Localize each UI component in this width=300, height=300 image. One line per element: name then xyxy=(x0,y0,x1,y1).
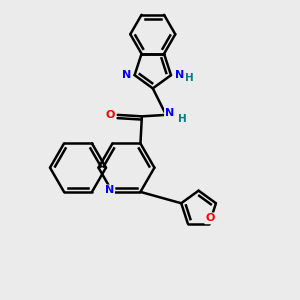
Text: N: N xyxy=(105,185,114,195)
Text: O: O xyxy=(205,213,214,224)
Text: O: O xyxy=(106,110,115,120)
Text: N: N xyxy=(165,108,174,118)
Text: N: N xyxy=(122,70,131,80)
Text: H: H xyxy=(178,114,187,124)
Text: H: H xyxy=(185,73,194,83)
Text: N: N xyxy=(175,70,184,80)
